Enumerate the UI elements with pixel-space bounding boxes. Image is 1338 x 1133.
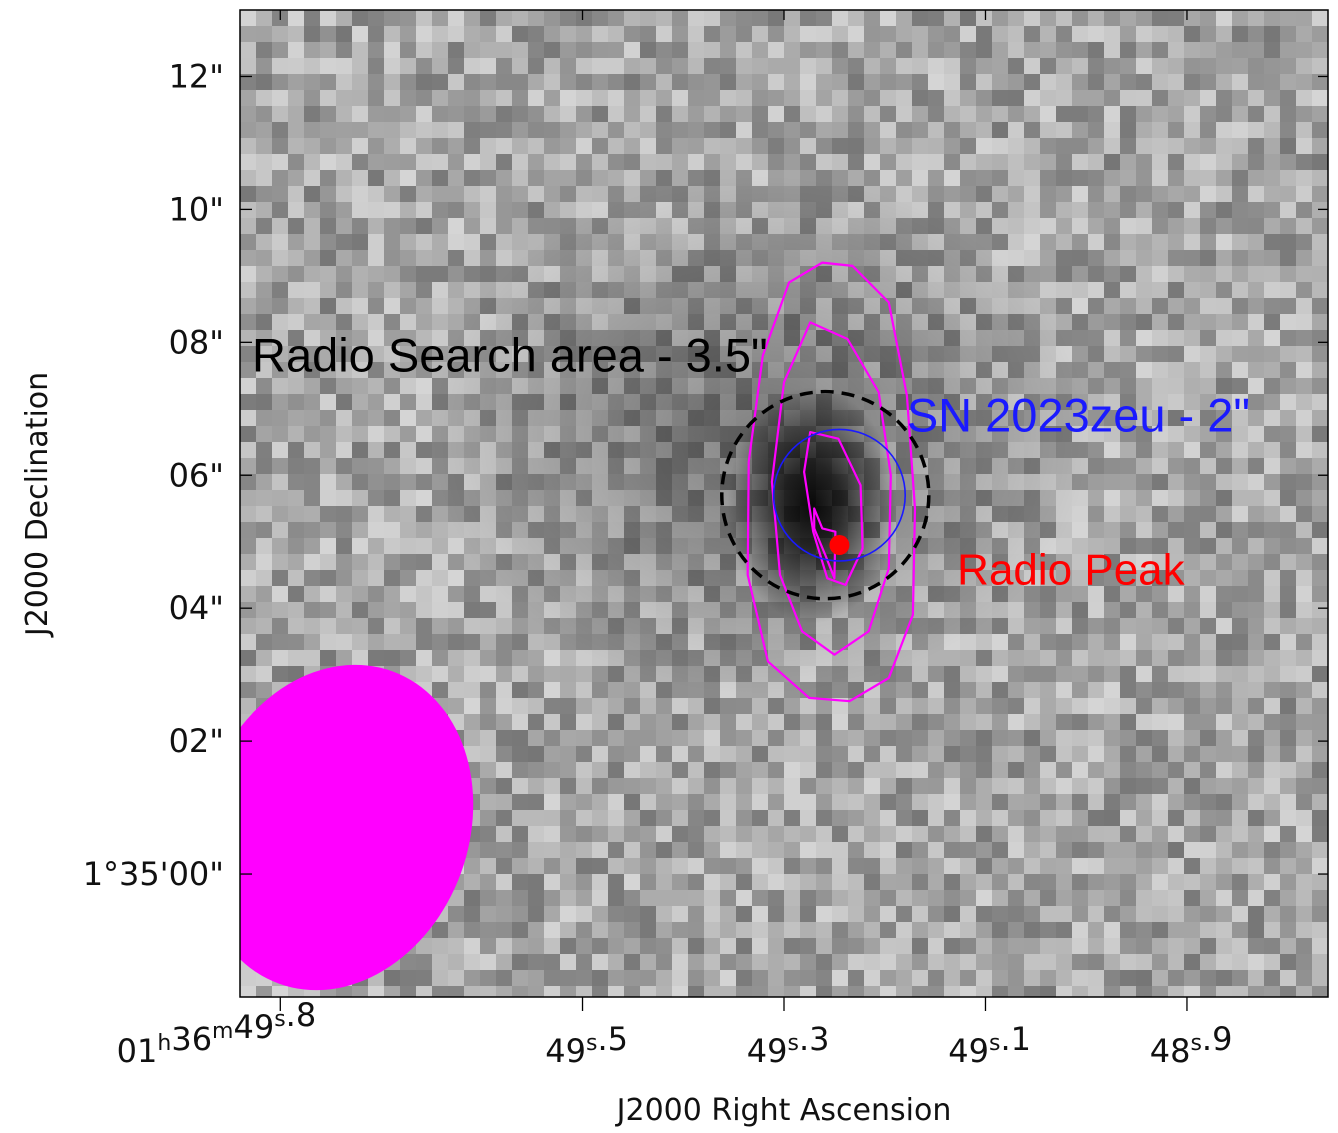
y-tick-label: 1°35'00" [83,855,224,893]
contour-level [770,321,892,656]
y-tick-label: 12" [169,57,224,95]
x-tick-label: 49s.3 [747,1020,830,1070]
radio-contours [746,261,917,703]
contour-level [802,431,864,587]
sn-position-circle [772,428,907,562]
contour-level [813,507,837,580]
y-tick-label: 08" [169,323,224,361]
search-area-annotation: Radio Search area - 3.5" [252,329,768,382]
x-tick-label: 48s.9 [1150,1020,1233,1070]
sn-annotation: SN 2023zeu - 2" [907,388,1250,441]
y-tick-label: 06" [169,456,224,494]
plot-area: Radio Search area - 3.5" SN 2023zeu - 2"… [240,10,1328,997]
x-axis-ticks [279,10,1188,1011]
x-tick-label: 01h36m49s.8 [117,996,317,1070]
radio-peak-annotation: Radio Peak [957,545,1185,594]
y-tick-label: 10" [169,190,224,228]
y-tick-label: 02" [169,722,224,760]
y-axis-tick-labels: 12" 10" 08" 06" 04" 02" 1°35'00" [83,57,224,893]
search-area-circle [720,389,931,601]
x-axis-tick-labels: 01h36m49s.8 49s.5 49s.3 49s.1 48s.9 [117,996,1233,1070]
radio-peak-marker [829,535,850,556]
x-tick-label: 49s.5 [545,1020,628,1070]
x-axis-title: J2000 Right Ascension [615,1093,952,1128]
x-tick-label: 49s.1 [948,1020,1031,1070]
beam-ellipse [240,664,474,991]
contour-level [746,261,917,703]
y-axis-title: J2000 Declination [20,372,55,638]
y-axis-ticks [240,75,1328,875]
y-tick-label: 04" [169,589,224,627]
